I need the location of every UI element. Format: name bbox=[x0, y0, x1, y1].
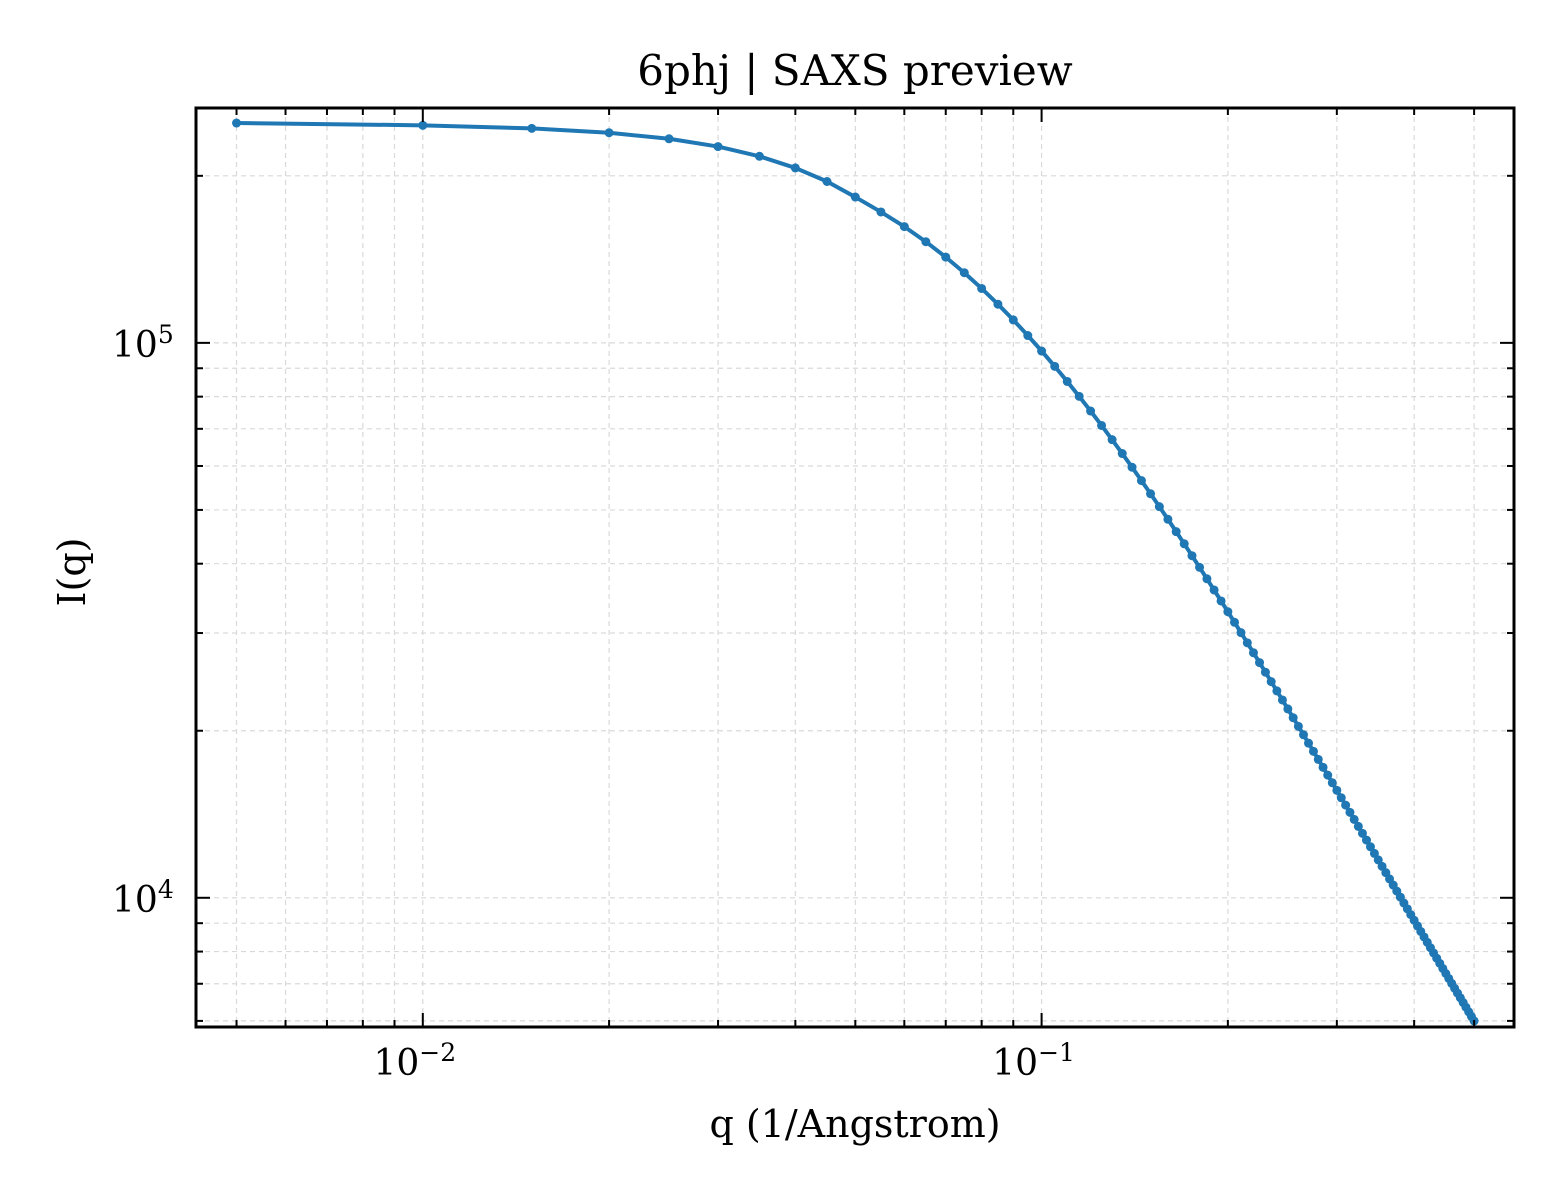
data-point bbox=[1023, 331, 1033, 341]
data-point bbox=[1223, 607, 1233, 617]
data-point bbox=[1195, 562, 1205, 572]
data-point bbox=[1037, 346, 1047, 356]
data-point bbox=[1323, 770, 1333, 780]
tick-labels: 10−2 10−1 104 105 bbox=[112, 320, 1075, 1084]
data-point bbox=[1154, 502, 1164, 512]
data-point bbox=[1236, 628, 1246, 638]
data-point bbox=[1345, 807, 1355, 817]
data-point bbox=[1008, 315, 1018, 325]
data-point bbox=[993, 299, 1003, 309]
data-point bbox=[1365, 842, 1375, 852]
data-point bbox=[232, 118, 242, 128]
data-point bbox=[1127, 462, 1137, 472]
data-point bbox=[664, 134, 674, 144]
data-point bbox=[1313, 754, 1323, 764]
data-point bbox=[1062, 376, 1072, 386]
y-axis-title: I(q) bbox=[50, 538, 94, 607]
data-point bbox=[1202, 574, 1212, 584]
data-point bbox=[1179, 539, 1189, 549]
x-tick-label: 10−2 bbox=[373, 1038, 456, 1084]
data-point bbox=[1327, 778, 1337, 788]
data-point bbox=[1318, 762, 1328, 772]
data-point bbox=[1216, 596, 1226, 606]
data-point bbox=[1349, 814, 1359, 824]
data-point bbox=[1117, 449, 1127, 459]
y-tick-label: 104 bbox=[112, 875, 174, 921]
data-point bbox=[1369, 848, 1379, 858]
data-point bbox=[1341, 800, 1351, 810]
data-point bbox=[790, 163, 800, 173]
data-point bbox=[1146, 489, 1156, 499]
data-point bbox=[1288, 713, 1298, 723]
x-tick-label: 10−1 bbox=[992, 1038, 1075, 1084]
data-point bbox=[899, 222, 909, 232]
chart-title: 6phj | SAXS preview bbox=[637, 46, 1072, 95]
data-point bbox=[1336, 793, 1346, 803]
data-point bbox=[1272, 686, 1282, 696]
data-point bbox=[1187, 551, 1197, 561]
data-point bbox=[876, 207, 886, 217]
data-point bbox=[754, 151, 764, 161]
data-point bbox=[822, 177, 832, 186]
data-point bbox=[977, 283, 987, 293]
data-point bbox=[1357, 828, 1367, 838]
data-point bbox=[941, 252, 951, 262]
data-point bbox=[713, 142, 723, 152]
data-point bbox=[1304, 738, 1314, 748]
data-point bbox=[1171, 527, 1181, 537]
data-point bbox=[850, 192, 860, 202]
data-point bbox=[1074, 391, 1084, 401]
data-point bbox=[1299, 730, 1308, 740]
data-point bbox=[1050, 361, 1060, 371]
data-point bbox=[921, 237, 931, 247]
series-layer bbox=[232, 118, 1479, 1026]
plot-frame bbox=[194, 106, 1516, 1029]
data-point bbox=[1361, 835, 1371, 845]
data-point bbox=[1283, 704, 1293, 714]
data-point bbox=[959, 268, 969, 278]
data-point bbox=[1308, 746, 1318, 756]
data-point bbox=[1136, 476, 1146, 486]
data-point bbox=[1353, 821, 1363, 831]
data-point bbox=[1163, 514, 1173, 524]
data-point bbox=[1086, 406, 1096, 416]
data-point bbox=[527, 123, 537, 133]
x-axis-title: q (1/Angstrom) bbox=[709, 1102, 1000, 1146]
data-point bbox=[604, 128, 614, 138]
data-point bbox=[1209, 585, 1219, 595]
data-point bbox=[1332, 785, 1342, 795]
data-point bbox=[1230, 617, 1240, 627]
data-point bbox=[1097, 420, 1107, 430]
data-point bbox=[1260, 667, 1270, 677]
data-point bbox=[1266, 677, 1276, 687]
data-point bbox=[1107, 435, 1117, 445]
data-point bbox=[1255, 658, 1265, 668]
data-point bbox=[1277, 695, 1287, 705]
data-point bbox=[418, 120, 428, 130]
data-point bbox=[1293, 721, 1303, 731]
data-point bbox=[1242, 638, 1252, 648]
y-tick-label: 105 bbox=[112, 320, 174, 366]
data-point bbox=[1248, 648, 1258, 658]
